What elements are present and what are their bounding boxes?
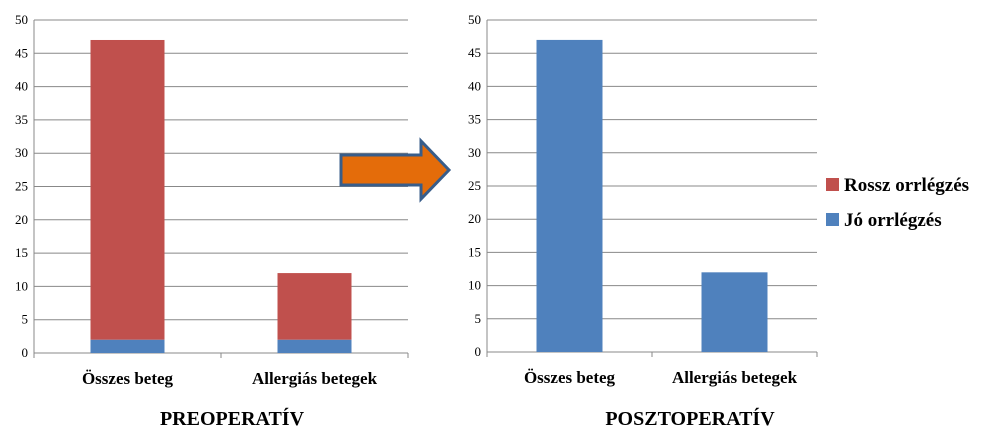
y-tick-label: 35	[15, 112, 28, 127]
y-tick-label: 30	[468, 145, 481, 160]
chart-title: POSZTOPERATÍV	[605, 407, 775, 430]
bar-segment	[90, 339, 165, 353]
arrow-shape	[339, 137, 452, 203]
y-tick-label: 0	[475, 344, 482, 359]
legend-swatch	[826, 178, 839, 191]
y-tick-label: 10	[468, 278, 481, 293]
y-tick-label: 40	[15, 79, 28, 94]
y-tick-label: 40	[468, 78, 481, 93]
postoperative-chart: 0 5 10 15 20 25 30 35 40 45 50 Összes beteg Allergiá…	[468, 12, 818, 430]
bar-segment	[277, 273, 352, 340]
y-tick-label: 10	[15, 278, 28, 293]
y-tick-label: 0	[22, 345, 29, 360]
y-tick-label: 35	[468, 112, 481, 127]
y-tick-label: 15	[15, 245, 28, 260]
chart-title: PREOPERATÍV	[160, 407, 305, 430]
x-category-label: Összes beteg	[82, 369, 174, 388]
bar-segment	[90, 39, 165, 340]
y-tick-label: 50	[15, 12, 28, 27]
y-tick-label: 45	[468, 45, 481, 60]
bar-segment	[701, 272, 768, 352]
preoperative-chart: 0 5 10 15 20 25 30 35 40 45 50 Összes beteg Allergiá…	[15, 12, 409, 430]
y-tick-label: 25	[15, 179, 28, 194]
bar-segment	[277, 339, 352, 353]
x-category-label: Allergiás betegek	[672, 368, 798, 387]
x-category-label: Összes beteg	[524, 368, 616, 387]
legend: Rossz orrlégzés Jó orrlégzés	[826, 175, 969, 231]
y-tick-label: 20	[15, 212, 28, 227]
y-tick-label: 5	[475, 311, 482, 326]
legend-swatch	[826, 213, 839, 226]
y-tick-label: 45	[15, 45, 28, 60]
legend-label: Jó orrlégzés	[844, 210, 942, 231]
y-tick-label: 15	[468, 244, 481, 259]
y-tick-label: 50	[468, 12, 481, 27]
right-arrow-icon	[339, 137, 452, 203]
y-tick-label: 25	[468, 178, 481, 193]
x-category-label: Allergiás betegek	[252, 369, 378, 388]
y-tick-label: 5	[22, 312, 29, 327]
legend-label: Rossz orrlégzés	[844, 175, 969, 196]
y-tick-label: 30	[15, 145, 28, 160]
bar-segment	[536, 39, 603, 353]
y-tick-label: 20	[468, 211, 481, 226]
